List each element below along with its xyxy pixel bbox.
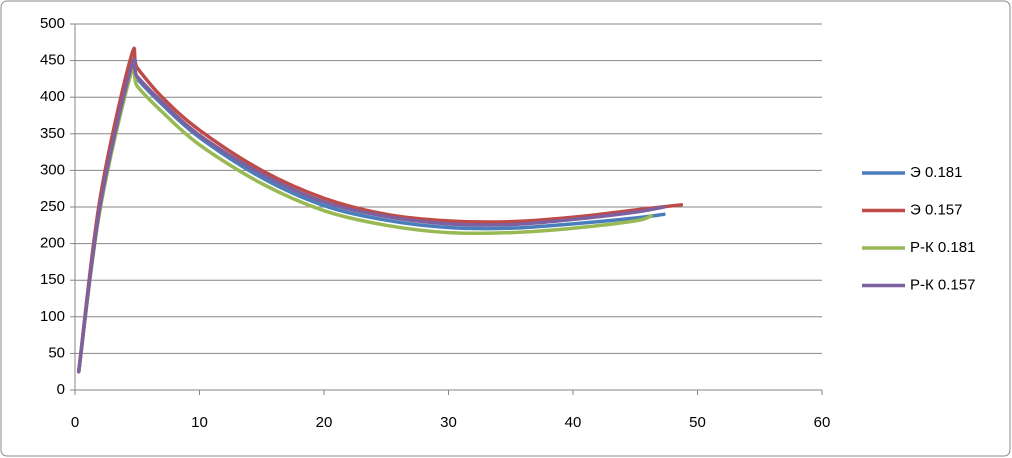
y-tick-label: 0 — [57, 381, 65, 398]
data-line — [76, 46, 684, 374]
y-tick-label: 100 — [40, 308, 65, 325]
y-tick-label: 200 — [40, 235, 65, 252]
x-tick-label: 50 — [689, 414, 706, 431]
legend-label: Р-К 0.157 — [910, 276, 975, 293]
x-tick-label: 60 — [814, 414, 831, 431]
y-tick-label: 150 — [40, 271, 65, 288]
legend-label: Э 0.157 — [910, 201, 963, 218]
y-tick-label: 250 — [40, 198, 65, 215]
y-tick-label: 500 — [40, 15, 65, 32]
y-tick-label: 450 — [40, 52, 65, 69]
x-tick-label: 10 — [191, 414, 208, 431]
x-tick-label: 40 — [565, 414, 582, 431]
legend-label: Р-К 0.181 — [910, 239, 975, 256]
y-tick-label: 350 — [40, 125, 65, 142]
x-tick-label: 0 — [71, 414, 79, 431]
x-tick-label: 20 — [316, 414, 333, 431]
y-tick-label: 50 — [48, 344, 65, 361]
legend-label: Э 0.181 — [910, 164, 963, 181]
x-tick-label: 30 — [440, 414, 457, 431]
y-tick-label: 400 — [40, 88, 65, 105]
data-line — [76, 57, 666, 374]
y-tick-label: 300 — [40, 161, 65, 178]
